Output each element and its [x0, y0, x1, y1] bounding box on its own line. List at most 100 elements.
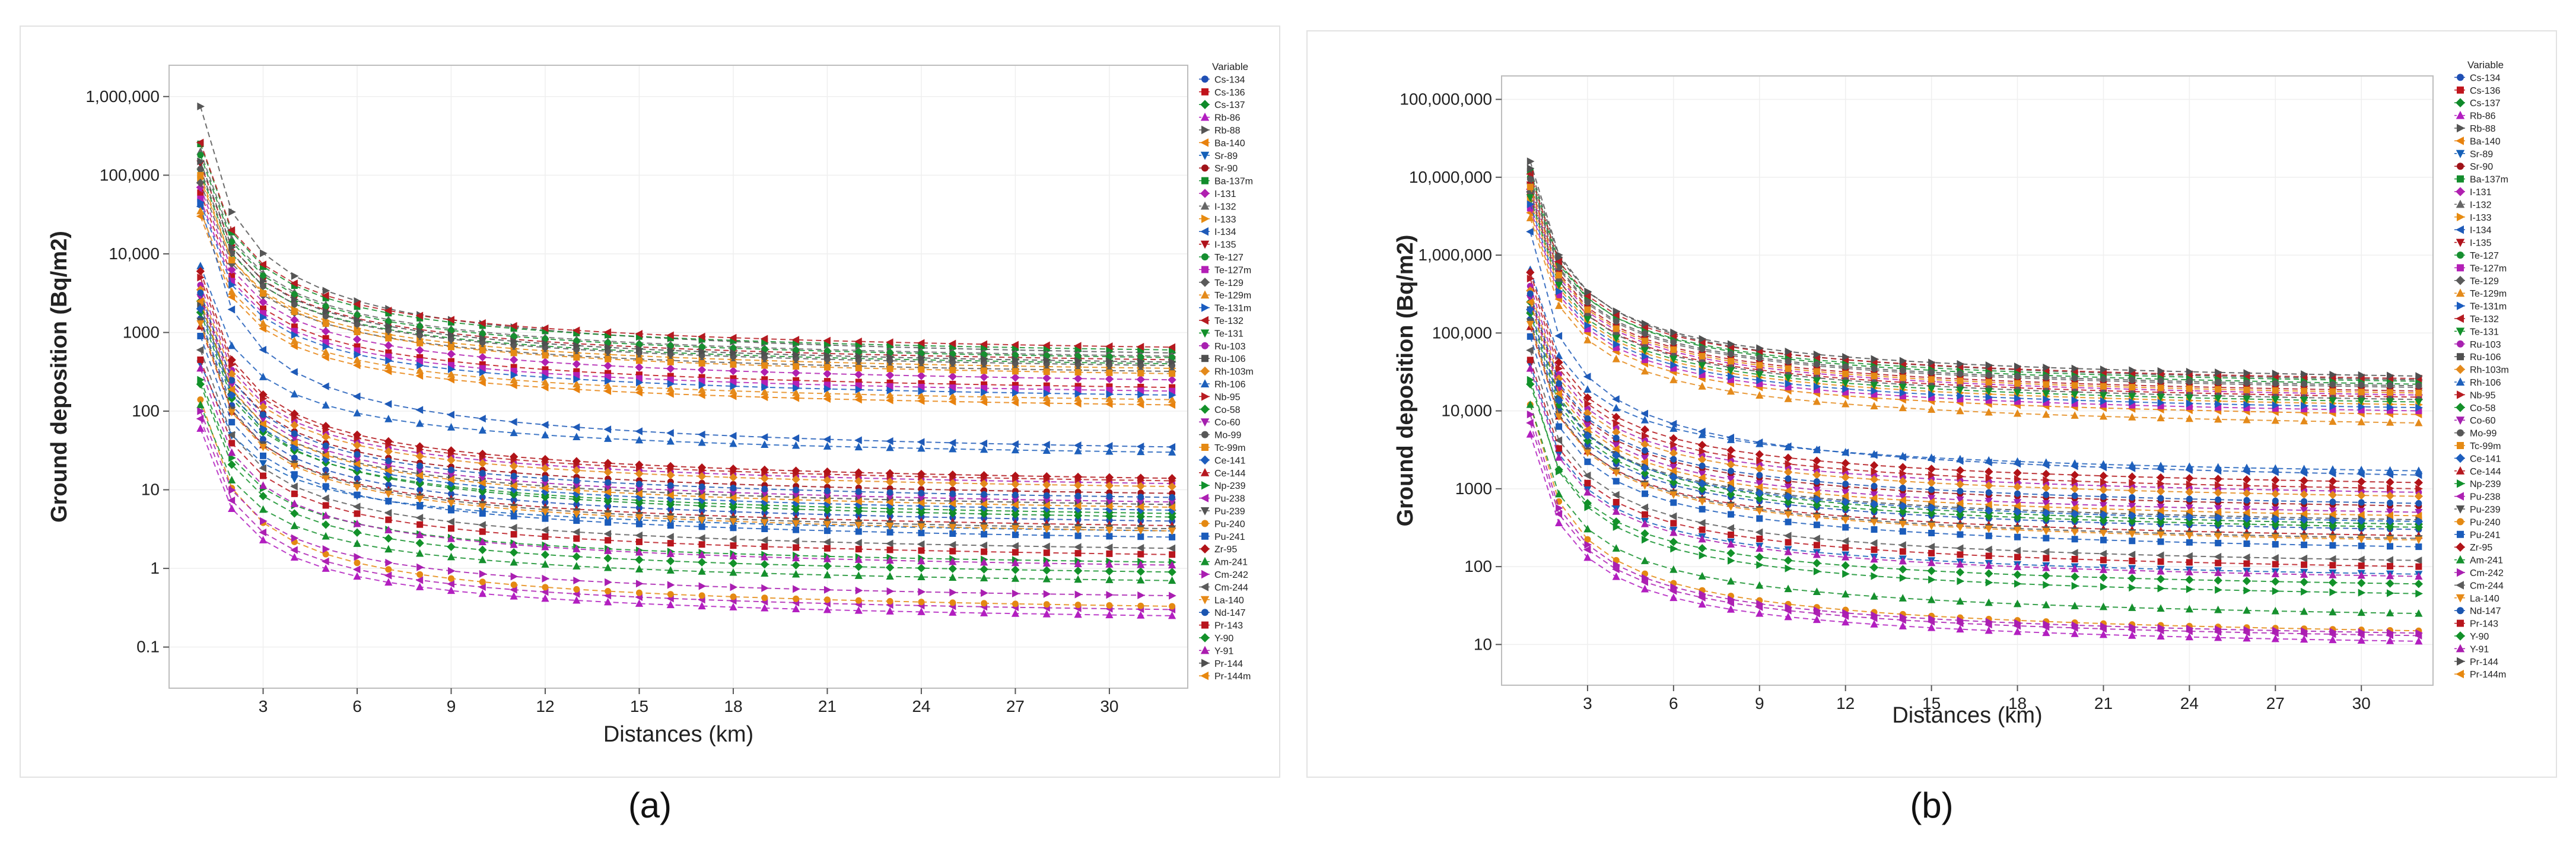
data-point — [729, 559, 738, 568]
data-point — [1526, 227, 1534, 236]
data-point — [1042, 441, 1050, 449]
data-point — [447, 343, 454, 351]
data-point — [2014, 533, 2021, 540]
legend-item: Nb-95 — [2454, 390, 2496, 400]
data-point — [2185, 488, 2194, 497]
legend-label: Ba-137m — [1214, 177, 1253, 187]
legend-label: Y-90 — [1214, 634, 1233, 644]
data-point — [2071, 555, 2078, 562]
data-point — [1785, 348, 1793, 356]
legend-item: Rb-86 — [1199, 112, 1241, 123]
data-point — [1956, 454, 1964, 463]
data-point — [416, 467, 424, 475]
data-point — [259, 325, 266, 333]
legend-label: La-140 — [2470, 594, 2499, 604]
series-mo-99 — [197, 166, 1176, 369]
data-point — [1870, 519, 1878, 527]
legend-marker — [1200, 316, 1209, 325]
data-point — [2157, 462, 2165, 469]
series-line — [1529, 298, 2419, 513]
y-tick-label: 10 — [141, 481, 160, 499]
data-point — [1640, 367, 1649, 375]
data-point — [2157, 567, 2165, 575]
legend-item: Te-132 — [2454, 314, 2499, 325]
series-line — [1529, 293, 2419, 504]
data-point — [886, 546, 893, 554]
legend-item: La-140 — [1199, 596, 1244, 606]
series-line — [199, 144, 1172, 351]
legend-label: Np-239 — [1214, 481, 1246, 491]
legend-marker — [1201, 532, 1209, 540]
legend-label: Pr-143 — [2470, 619, 2498, 629]
data-point — [572, 457, 581, 466]
data-point — [1670, 346, 1677, 353]
legend-label: Pu-241 — [2470, 530, 2501, 540]
legend-label: Am-241 — [2470, 556, 2503, 566]
data-point — [2243, 540, 2250, 547]
series-line — [199, 271, 1172, 479]
data-point — [2157, 538, 2164, 545]
data-point — [1555, 489, 1563, 498]
data-point — [1985, 456, 1993, 464]
data-point — [918, 366, 925, 373]
data-point — [823, 561, 832, 571]
data-point — [2100, 478, 2108, 486]
data-point — [1011, 440, 1019, 449]
data-point — [447, 542, 456, 551]
data-point — [1842, 465, 1850, 473]
series-line — [199, 168, 1172, 367]
data-point — [1583, 488, 1592, 496]
data-point — [2387, 543, 2394, 550]
data-point — [854, 436, 862, 444]
data-point — [1583, 431, 1592, 440]
data-point — [1699, 447, 1707, 456]
data-point — [322, 327, 330, 336]
data-point — [228, 448, 236, 456]
data-point — [1698, 593, 1706, 602]
legend-item: I-134 — [2454, 225, 2492, 236]
data-point — [854, 396, 862, 404]
data-point — [2042, 628, 2050, 637]
data-point — [1169, 494, 1176, 501]
data-point — [1613, 478, 1620, 485]
data-point — [2243, 379, 2250, 386]
data-point — [667, 346, 675, 355]
data-point — [510, 371, 519, 379]
legend-item: Ce-144 — [1199, 468, 1246, 479]
data-point — [667, 522, 674, 529]
data-point — [2185, 473, 2194, 483]
legend-marker — [1201, 444, 1209, 451]
data-point — [1928, 453, 1936, 461]
data-point — [2157, 558, 2164, 565]
data-point — [885, 396, 893, 405]
data-point — [761, 485, 768, 492]
legend-item: Pu-238 — [1199, 494, 1245, 504]
data-point — [1812, 397, 1821, 405]
data-point — [2357, 522, 2366, 531]
data-point — [1583, 553, 1592, 561]
data-point — [793, 595, 800, 602]
legend-item: Ru-103 — [1199, 342, 1246, 352]
data-point — [1869, 461, 1879, 470]
data-point — [1074, 550, 1082, 557]
data-point — [1169, 591, 1176, 600]
data-point — [2272, 561, 2279, 568]
data-point — [572, 528, 580, 536]
data-point — [2099, 412, 2108, 420]
data-point — [1168, 400, 1176, 409]
data-point — [1642, 511, 1649, 518]
data-point — [1137, 611, 1145, 619]
data-point — [1612, 517, 1621, 526]
data-point — [2243, 586, 2251, 594]
data-point — [540, 383, 549, 392]
data-point — [322, 451, 329, 459]
legend-label: Te-131m — [1214, 304, 1251, 314]
data-point — [605, 519, 612, 526]
legend-marker — [2457, 390, 2465, 399]
data-point — [1105, 502, 1113, 511]
data-point — [2156, 487, 2165, 496]
data-point — [1870, 592, 1878, 600]
data-point — [949, 490, 956, 497]
data-point — [447, 580, 454, 588]
series-line — [199, 308, 1172, 511]
